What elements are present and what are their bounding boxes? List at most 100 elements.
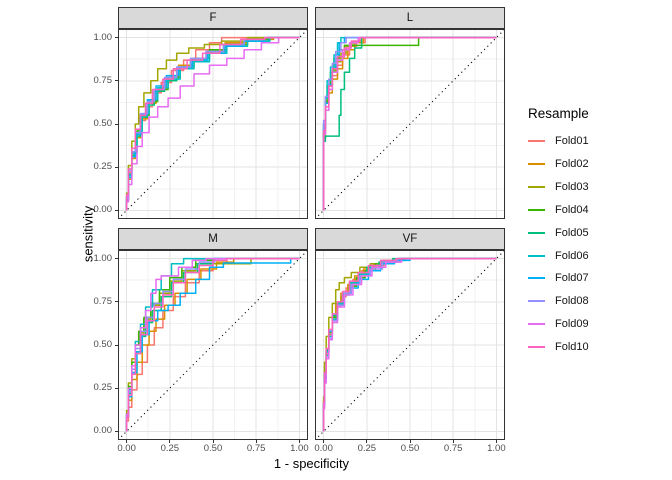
legend-entry-Fold03: Fold03: [528, 179, 589, 195]
facet-strip-VF: VF: [315, 228, 505, 250]
legend-key-line: [528, 277, 545, 280]
legend-label: Fold10: [555, 341, 589, 354]
facet-strip-label: M: [208, 233, 218, 245]
legend-key-line: [528, 254, 545, 257]
diagonal-reference-line: [315, 29, 505, 219]
x-tick-mark: [495, 440, 497, 443]
x-tick-label: 0.75: [246, 443, 266, 454]
x-tick-mark: [255, 440, 257, 443]
legend-label: Fold08: [555, 295, 589, 308]
legend-entry-Fold01: Fold01: [528, 133, 589, 149]
x-tick-label: 0.00: [314, 443, 333, 454]
legend-key-line: [528, 231, 545, 234]
x-tick-mark: [298, 440, 300, 443]
legend-label: Fold05: [555, 226, 589, 239]
y-tick-label: 0.00: [93, 204, 113, 216]
y-tick-mark: [115, 301, 118, 303]
facet-strip-label: VF: [402, 233, 418, 245]
facet-strip-M: M: [118, 228, 308, 250]
roc-curve-Fold10: [125, 36, 300, 211]
y-tick-mark: [115, 430, 118, 432]
panel-border: [315, 250, 505, 440]
legend-entry-Fold08: Fold08: [528, 293, 589, 309]
facet-strip-label: F: [209, 12, 217, 24]
x-tick-label: 0.00: [117, 443, 136, 454]
y-tick-mark: [115, 80, 118, 82]
panel-border: [315, 29, 505, 219]
legend-key-line: [528, 140, 545, 142]
roc-curve-Fold10: [322, 257, 497, 432]
legend-key-line: [528, 323, 545, 326]
roc-curve-Fold09: [322, 257, 497, 432]
legend-entry-Fold04: Fold04: [528, 202, 589, 218]
x-tick-mark: [212, 440, 214, 443]
diagonal-reference-line: [118, 250, 308, 440]
y-tick-label: 1.00: [93, 252, 113, 264]
x-tick-label: 0.25: [160, 443, 180, 454]
x-tick-mark: [366, 440, 368, 443]
x-tick-label: 1.00: [487, 443, 506, 454]
y-tick-mark: [115, 166, 118, 168]
x-tick-mark: [126, 440, 128, 443]
legend-entry-Fold07: Fold07: [528, 270, 589, 286]
y-tick-mark: [115, 387, 118, 389]
legend-key-line: [528, 162, 545, 165]
x-axis-title: 1 - specificity: [273, 456, 350, 471]
y-tick-label: 0.75: [93, 295, 113, 307]
legend-key-line: [528, 208, 545, 211]
panel-plot-L: [315, 29, 505, 219]
facet-strip-L: L: [315, 7, 505, 29]
legend-entry-Fold06: Fold06: [528, 248, 589, 264]
y-tick-label: 1.00: [93, 31, 113, 43]
facet-strip-label: L: [406, 12, 414, 24]
x-tick-label: 1.00: [290, 443, 309, 454]
y-tick-mark: [115, 37, 118, 39]
legend-entry-Fold09: Fold09: [528, 316, 589, 332]
y-tick-mark: [115, 123, 118, 125]
facet-strip-F: F: [118, 7, 308, 29]
legend-entry-Fold10: Fold10: [528, 339, 589, 355]
legend-key-line: [528, 185, 545, 188]
x-tick-label: 0.25: [357, 443, 377, 454]
legend-key-line: [528, 346, 545, 349]
y-tick-label: 0.25: [93, 161, 113, 173]
x-tick-mark: [409, 440, 411, 443]
legend-entry-Fold05: Fold05: [528, 225, 589, 241]
x-tick-label: 0.75: [443, 443, 463, 454]
x-tick-label: 0.50: [400, 443, 420, 454]
y-tick-label: 0.75: [93, 74, 113, 86]
legend-title: Resample: [528, 106, 589, 121]
roc-curve-Fold05: [322, 36, 497, 211]
legend-label: Fold01: [555, 135, 589, 147]
panel-border: [118, 250, 308, 440]
legend-label: Fold06: [555, 249, 589, 262]
y-tick-label: 0.25: [93, 382, 113, 394]
panel-plot-M: [118, 250, 308, 440]
y-tick-label: 0.00: [93, 425, 113, 437]
roc-curve-Fold10: [125, 257, 300, 432]
diagonal-reference-line: [315, 250, 505, 440]
legend-label: Fold09: [555, 318, 589, 331]
y-tick-label: 0.50: [93, 339, 113, 350]
legend-label: Fold03: [555, 180, 589, 193]
y-tick-mark: [115, 209, 118, 211]
panel-border: [118, 29, 308, 219]
panel-plot-VF: [315, 250, 505, 440]
x-tick-label: 0.50: [203, 443, 223, 454]
legend-key-line: [528, 300, 545, 303]
panel-plot-F: [118, 29, 308, 219]
diagonal-reference-line: [118, 29, 308, 219]
y-tick-label: 0.50: [93, 118, 113, 129]
legend-label: Fold04: [555, 203, 589, 216]
y-tick-mark: [115, 258, 118, 260]
legend-label: Fold02: [555, 157, 589, 170]
x-tick-mark: [323, 440, 325, 443]
x-tick-mark: [169, 440, 171, 443]
legend-label: Fold07: [555, 272, 589, 285]
y-tick-mark: [115, 344, 118, 346]
legend: Resample Fold01 Fold02 Fold03 Fold04 Fold05 F…: [528, 96, 672, 386]
x-tick-mark: [452, 440, 454, 443]
legend-entry-Fold02: Fold02: [528, 156, 589, 172]
roc-curve-Fold10: [322, 36, 497, 211]
